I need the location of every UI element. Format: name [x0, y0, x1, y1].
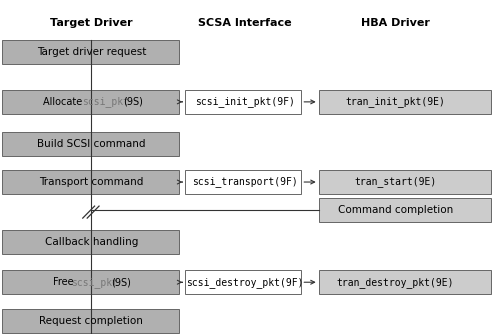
Text: Callback handling: Callback handling: [44, 237, 138, 247]
Text: Allocate: Allocate: [43, 97, 86, 107]
Text: Build SCSI command: Build SCSI command: [37, 139, 146, 149]
Bar: [319, 198, 491, 222]
Text: Free: Free: [53, 277, 77, 287]
Text: Target driver request: Target driver request: [37, 47, 146, 57]
Bar: [185, 270, 301, 294]
Bar: [185, 90, 301, 114]
Text: Command completion: Command completion: [337, 205, 453, 215]
Text: scsi_init_pkt(9F): scsi_init_pkt(9F): [195, 97, 294, 107]
Text: SCSA Interface: SCSA Interface: [198, 18, 291, 28]
Bar: [2, 90, 179, 114]
Text: scsi_pkt: scsi_pkt: [71, 277, 118, 288]
Text: scsi_pkt: scsi_pkt: [82, 97, 129, 107]
Text: tran_init_pkt(9E): tran_init_pkt(9E): [345, 97, 445, 107]
Bar: [2, 170, 179, 194]
Text: Transport command: Transport command: [39, 177, 144, 187]
Text: tran_start(9E): tran_start(9E): [354, 177, 436, 187]
Bar: [2, 40, 179, 64]
Bar: [319, 170, 491, 194]
Bar: [319, 90, 491, 114]
Bar: [2, 132, 179, 156]
Text: scsi_transport(9F): scsi_transport(9F): [192, 177, 297, 187]
Bar: [2, 270, 179, 294]
Bar: [2, 230, 179, 254]
Text: (9S): (9S): [111, 277, 131, 287]
Text: tran_destroy_pkt(9E): tran_destroy_pkt(9E): [336, 277, 454, 288]
Bar: [2, 309, 179, 333]
Text: HBA Driver: HBA Driver: [361, 18, 430, 28]
Text: Target Driver: Target Driver: [50, 18, 133, 28]
Bar: [319, 270, 491, 294]
Text: (9S): (9S): [123, 97, 143, 107]
Text: scsi_destroy_pkt(9F): scsi_destroy_pkt(9F): [186, 277, 303, 288]
Text: Request completion: Request completion: [40, 316, 143, 326]
Bar: [185, 170, 301, 194]
